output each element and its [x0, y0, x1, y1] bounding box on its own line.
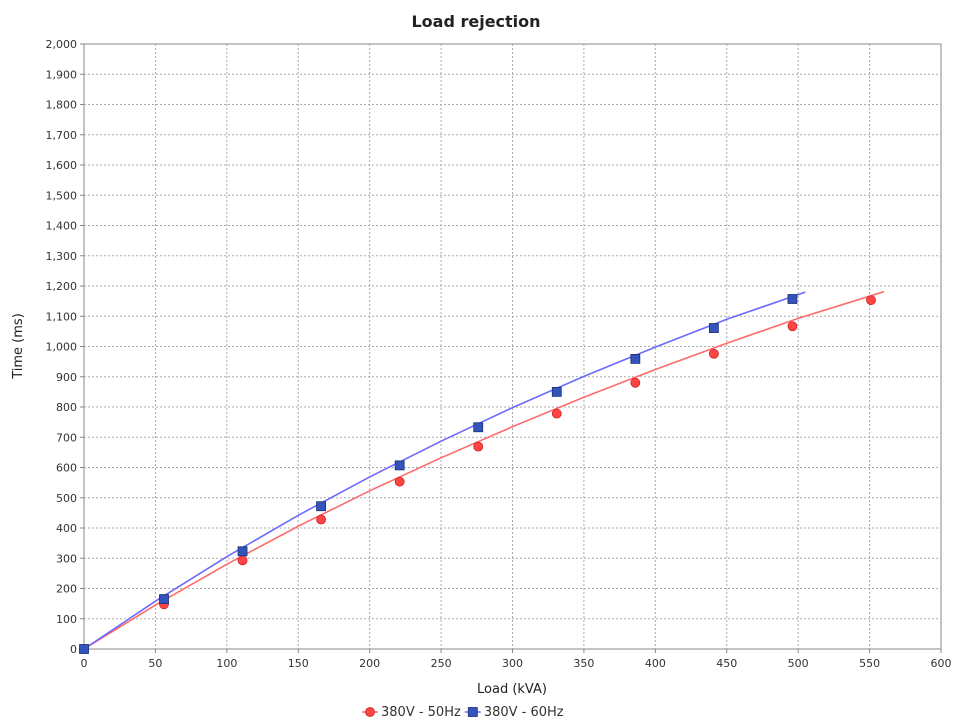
y-tick-label: 1,000: [46, 341, 78, 354]
series-1-point: [630, 377, 641, 388]
y-axis-label: Time (ms): [11, 313, 26, 380]
x-tick-label: 600: [931, 657, 952, 670]
y-tick-label: 1,600: [46, 159, 78, 172]
series-2-point: [708, 323, 719, 333]
y-tick-label: 1,300: [46, 250, 78, 263]
y-tick-label: 300: [56, 552, 77, 565]
grid: [84, 44, 941, 649]
series-1-point: [551, 408, 562, 419]
series-2-point: [237, 546, 248, 557]
series-2-point: [316, 501, 327, 512]
series-1-point: [394, 476, 405, 487]
y-tick-label: 2,000: [46, 38, 78, 51]
x-tick-label: 150: [288, 657, 309, 670]
x-axis-label: Load (kVA): [477, 682, 547, 697]
chart-title: Load rejection: [411, 12, 540, 31]
series-2-fit-line: [83, 291, 806, 650]
series-1-point: [866, 295, 876, 306]
y-tick-label: 1,100: [46, 310, 78, 323]
x-tick-label: 50: [148, 657, 162, 670]
legend-marker-square: [467, 707, 478, 717]
y-tick-label: 200: [56, 583, 77, 596]
y-tick-label: 1,200: [46, 280, 78, 293]
y-tick-label: 1,900: [46, 68, 78, 81]
x-tick-label: 550: [859, 657, 880, 670]
series-2-point: [394, 460, 405, 471]
data-points: [79, 294, 876, 654]
tick-labels: 0 50 100 150 200 250 300 350 400 450 500 550 600 0 100…: [46, 38, 952, 670]
series-2-point: [473, 422, 484, 433]
x-tick-label: 450: [716, 657, 737, 670]
legend: 380V - 50Hz 380V - 60Hz: [362, 705, 564, 720]
y-tick-label: 800: [56, 401, 77, 414]
y-tick-label: 100: [56, 613, 77, 626]
x-tick-label: 0: [81, 657, 88, 670]
series-2-point: [787, 294, 798, 304]
series-1-point: [787, 321, 798, 332]
x-tick-label: 350: [573, 657, 594, 670]
y-tick-label: 1,700: [46, 129, 78, 142]
y-tick-label: 900: [56, 371, 77, 384]
series-2-point: [79, 644, 89, 654]
series-2-point: [551, 386, 562, 397]
x-tick-label: 400: [645, 657, 666, 670]
y-tick-label: 600: [56, 462, 77, 475]
x-tick-label: 200: [359, 657, 380, 670]
x-tick-label: 100: [216, 657, 237, 670]
series-2-point: [159, 594, 169, 604]
x-tick-label: 300: [502, 657, 523, 670]
y-tick-label: 400: [56, 522, 77, 535]
legend-marker-circle: [365, 707, 375, 717]
legend-label: 380V - 60Hz: [484, 705, 564, 720]
x-tick-label: 250: [431, 657, 452, 670]
series-1-point: [708, 348, 719, 359]
series-1-point: [237, 555, 248, 566]
legend-label: 380V - 50Hz: [381, 705, 461, 720]
x-tick-label: 500: [788, 657, 809, 670]
series-1-point: [473, 441, 484, 452]
y-tick-label: 500: [56, 492, 77, 505]
y-tick-label: 1,400: [46, 220, 78, 233]
y-tick-label: 1,500: [46, 189, 78, 202]
y-tick-label: 1,800: [46, 99, 78, 112]
series-1-point: [316, 514, 327, 525]
y-tick-label: 700: [56, 431, 77, 444]
y-tick-label: 0: [70, 643, 77, 656]
series-2-point: [630, 354, 641, 364]
